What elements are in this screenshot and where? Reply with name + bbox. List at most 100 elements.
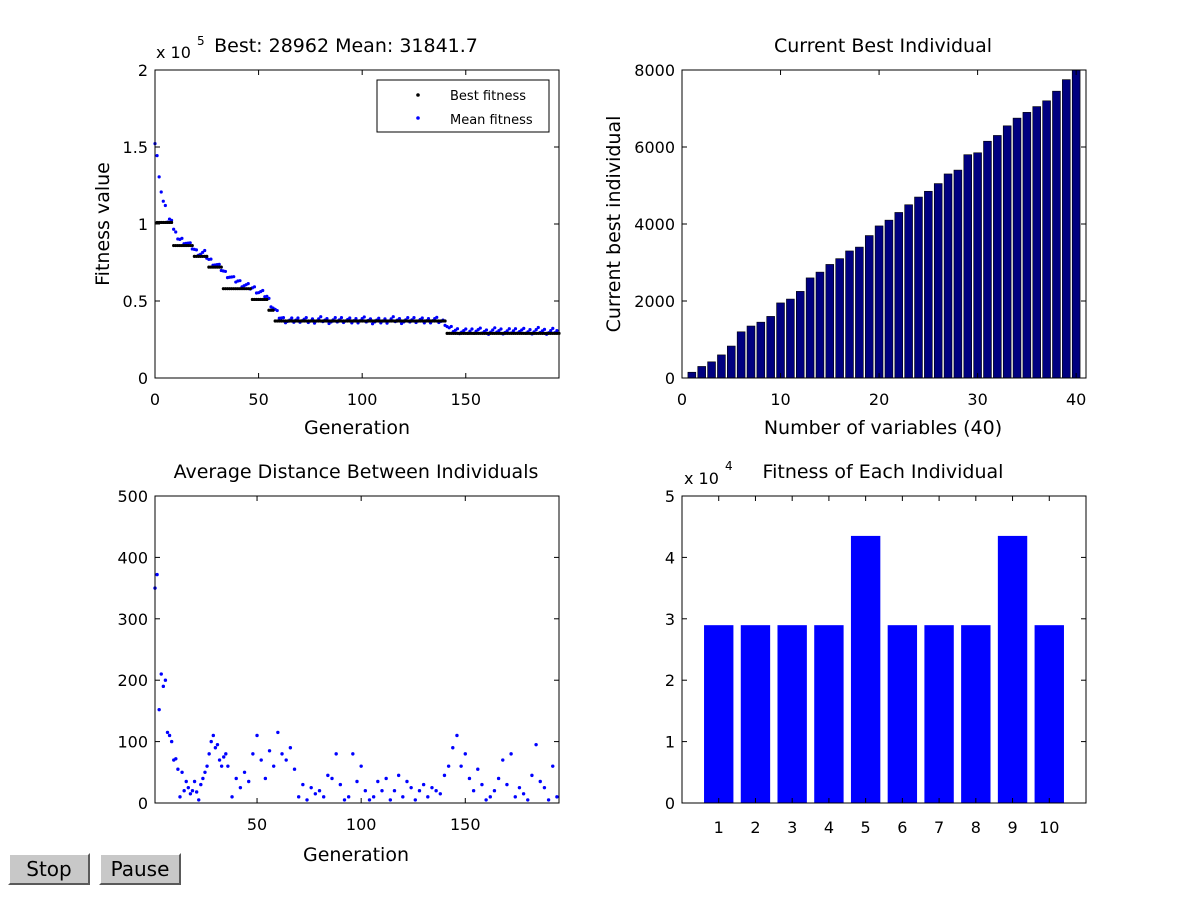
mean-fitness-point [223, 269, 228, 274]
mean-fitness-point [188, 241, 192, 245]
individual-fitness-xtick-label: 6 [897, 818, 907, 837]
individual-fitness-xtick-label: 3 [787, 818, 797, 837]
avg-distance-point [351, 752, 355, 756]
fitness-xtick-label: 0 [150, 390, 160, 409]
individual-fitness-bar [814, 625, 844, 803]
avg-distance-point [430, 785, 434, 790]
current-best-frame [681, 69, 1087, 379]
mean-fitness-point [232, 275, 236, 279]
avg-distance-point [215, 742, 220, 747]
avg-distance-point [492, 789, 497, 793]
current-best-bar [746, 325, 756, 379]
mean-fitness-point [470, 327, 474, 331]
avg-distance-point [334, 752, 338, 756]
mean-fitness-point [333, 316, 337, 320]
best-fitness-point [219, 265, 223, 269]
avg-distance-point [488, 795, 492, 799]
current-best-bar [805, 277, 815, 379]
individual-fitness-xtick-label: 4 [824, 818, 834, 837]
individual-fitness-plot: Fitness of Each Individual x 10 4 0 1 2 3 4 5… [665, 459, 1087, 837]
current-best-bar [835, 258, 844, 379]
current-best-bar [736, 331, 746, 379]
best-fitness-point [248, 287, 252, 291]
current-best-xtick-label: 10 [770, 390, 790, 409]
avg-distance-point [463, 752, 467, 756]
fitness-y-label: Fitness value [92, 162, 114, 286]
avg-distance-point [192, 779, 197, 784]
current-best-bar [993, 135, 1002, 379]
avg-distance-point [219, 764, 224, 768]
avg-distance-point [342, 798, 347, 802]
avg-distance-x-label: Generation [303, 844, 409, 866]
avg-distance-xtick-label: 150 [450, 815, 481, 834]
avg-distance-point [176, 767, 180, 771]
mean-fitness-point [542, 327, 547, 331]
mean-fitness-point [281, 316, 286, 320]
mean-fitness-point [155, 154, 159, 158]
best-fitness-point [205, 254, 209, 258]
avg-distance-point [247, 779, 251, 784]
mean-fitness-point [505, 329, 509, 333]
avg-distance-point [321, 795, 326, 799]
mean-fitness-point [499, 327, 503, 331]
avg-distance-point [199, 782, 203, 787]
mean-fitness-point [406, 316, 410, 320]
avg-distance-point [313, 792, 318, 796]
avg-distance-point [217, 758, 222, 762]
mean-fitness-point [265, 294, 269, 298]
pause-button[interactable]: Pause [99, 853, 181, 885]
avg-distance-point [380, 789, 384, 793]
avg-distance-point [446, 764, 451, 768]
individual-fitness-ytick-label: 5 [665, 487, 675, 506]
avg-distance-point [434, 789, 438, 793]
current-best-bar [825, 264, 835, 379]
mean-fitness-point [201, 250, 205, 254]
current-best-bar [973, 152, 982, 379]
avg-distance-point [346, 795, 351, 799]
legend-mean-marker [416, 116, 420, 120]
mean-fitness-point [507, 327, 511, 331]
fitness-exponent: 5 [197, 34, 205, 48]
mean-fitness-point [348, 316, 352, 320]
mean-fitness-point [209, 257, 213, 261]
avg-distance-point [180, 770, 184, 774]
mean-fitness-point [319, 315, 323, 319]
avg-distance-ytick-label: 0 [138, 794, 148, 813]
mean-fitness-point [484, 328, 489, 332]
avg-distance-point [401, 795, 405, 799]
avg-distance-point [484, 798, 488, 802]
avg-distance-point [367, 798, 372, 802]
avg-distance-point [526, 798, 530, 802]
avg-distance-point [551, 764, 555, 768]
avg-distance-point [288, 746, 293, 750]
avg-distance-point [226, 764, 230, 768]
fitness-ytick-label: 2 [138, 61, 148, 80]
mean-fitness-point [362, 315, 366, 319]
best-fitness-point [271, 308, 275, 312]
current-best-bar [1002, 125, 1012, 379]
individual-fitness-bar [961, 625, 991, 803]
avg-distance-point [442, 773, 447, 778]
fitness-plot-frame [154, 69, 560, 379]
current-best-ytick-label: 0 [665, 369, 675, 388]
mean-fitness-point [555, 328, 559, 333]
avg-distance-point [292, 767, 297, 771]
current-best-bar [687, 371, 697, 379]
avg-distance-point [184, 779, 188, 784]
avg-distance-point [542, 785, 547, 790]
individual-fitness-bar [887, 625, 918, 803]
avg-distance-ytick-label: 500 [117, 487, 148, 506]
mean-fitness-point [246, 281, 250, 286]
avg-distance-point [209, 739, 213, 744]
avg-distance-point [178, 795, 182, 799]
avg-distance-point [396, 773, 401, 778]
mean-fitness-point [252, 285, 257, 289]
stop-button[interactable]: Stop [8, 853, 90, 885]
avg-distance-point [157, 707, 161, 712]
avg-distance-point [417, 789, 422, 793]
fitness-x-label: Generation [304, 417, 410, 439]
avg-distance-xtick-label: 100 [346, 815, 377, 834]
mean-fitness-point [157, 175, 161, 179]
current-best-bar [894, 212, 904, 379]
avg-distance-point [530, 773, 534, 778]
